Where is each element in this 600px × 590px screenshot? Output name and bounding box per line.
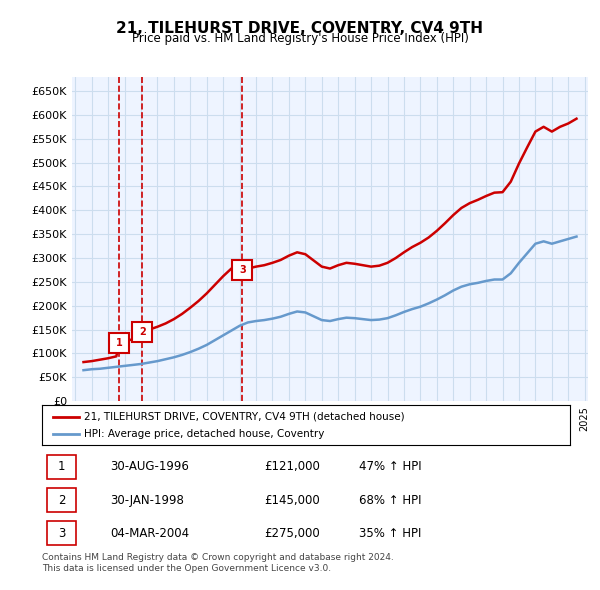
Text: 2: 2 [58,493,65,507]
Text: £145,000: £145,000 [264,493,320,507]
Text: £275,000: £275,000 [264,526,320,540]
Text: 47% ↑ HPI: 47% ↑ HPI [359,460,421,474]
Text: £121,000: £121,000 [264,460,320,474]
Text: 21, TILEHURST DRIVE, COVENTRY, CV4 9TH (detached house): 21, TILEHURST DRIVE, COVENTRY, CV4 9TH (… [84,412,405,422]
Text: 1: 1 [116,339,122,349]
Text: 68% ↑ HPI: 68% ↑ HPI [359,493,421,507]
Text: 3: 3 [239,265,246,275]
Text: 30-JAN-1998: 30-JAN-1998 [110,493,185,507]
Text: 21, TILEHURST DRIVE, COVENTRY, CV4 9TH: 21, TILEHURST DRIVE, COVENTRY, CV4 9TH [116,21,484,35]
FancyBboxPatch shape [47,454,76,479]
Text: 3: 3 [58,526,65,540]
Text: 35% ↑ HPI: 35% ↑ HPI [359,526,421,540]
Text: 30-AUG-1996: 30-AUG-1996 [110,460,190,474]
FancyBboxPatch shape [47,487,76,512]
Text: Contains HM Land Registry data © Crown copyright and database right 2024.
This d: Contains HM Land Registry data © Crown c… [42,553,394,573]
Text: 2: 2 [139,327,146,337]
FancyBboxPatch shape [47,520,76,545]
Text: HPI: Average price, detached house, Coventry: HPI: Average price, detached house, Cove… [84,429,325,439]
Text: Price paid vs. HM Land Registry's House Price Index (HPI): Price paid vs. HM Land Registry's House … [131,32,469,45]
Text: 1: 1 [58,460,65,474]
Text: 04-MAR-2004: 04-MAR-2004 [110,526,190,540]
